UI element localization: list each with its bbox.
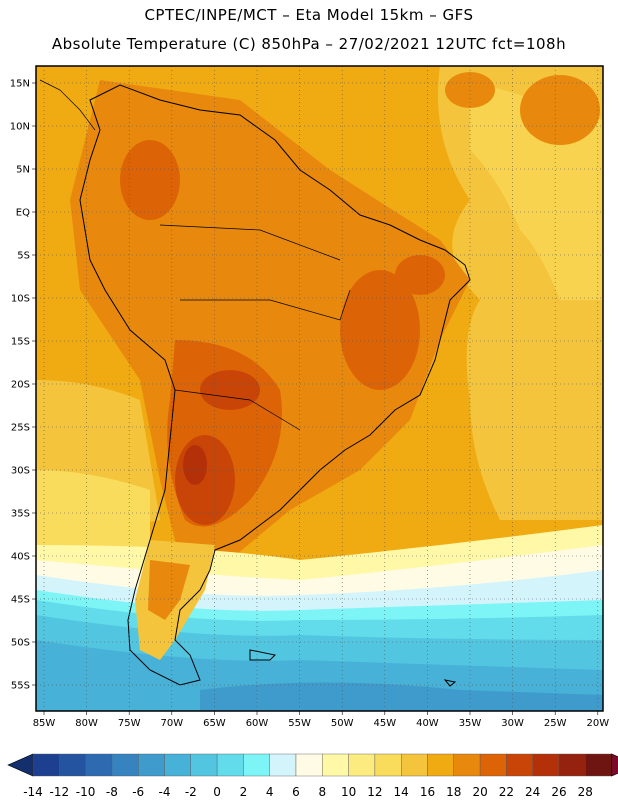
lat-label: 45S: [11, 595, 30, 606]
title-line-1: CPTEC/INPE/MCT – Eta Model 15km – GFS: [144, 6, 474, 24]
colorbar-label: 6: [292, 785, 300, 799]
lon-label: 35W: [459, 718, 482, 729]
colorbar-label: 22: [499, 785, 514, 799]
lon-label: 30W: [501, 718, 524, 729]
colorbar-swatch: [401, 753, 428, 777]
colorbar-label: 26: [551, 785, 566, 799]
colorbar-label: 28: [578, 785, 593, 799]
coastlines: [39, 79, 471, 687]
grid-lines: [32, 66, 603, 715]
colorbar-label: 16: [420, 785, 435, 799]
lon-label: 40W: [416, 718, 439, 729]
colorbar-label: 0: [213, 785, 221, 799]
lat-label: 10S: [11, 294, 30, 305]
colorbar-swatch: [348, 753, 376, 777]
lat-label: 20S: [11, 380, 30, 391]
colorbar: -14 -12 -10 -8 -6 -4 -2 0 2 4 6 8 10 12 14 16 18 20 22 24 26…: [7, 753, 618, 799]
lat-label: 50S: [11, 638, 30, 649]
colorbar-swatch: [269, 753, 297, 777]
colorbar-label: 8: [318, 785, 326, 799]
lon-label: 45W: [373, 718, 396, 729]
lat-label: EQ: [16, 208, 30, 219]
colorbar-swatch: [164, 753, 191, 777]
colorbar-swatch: [585, 753, 612, 777]
colorbar-swatch: [374, 753, 402, 777]
colorbar-low-arrow: [7, 753, 34, 777]
colorbar-label: -4: [159, 785, 171, 799]
colorbar-swatch: [190, 753, 218, 777]
colorbar-swatch: [59, 753, 86, 777]
colorbar-label: -2: [185, 785, 197, 799]
colorbar-label: 2: [240, 785, 248, 799]
colorbar-swatch: [479, 753, 507, 777]
lon-label: 20W: [586, 718, 609, 729]
lon-label: 70W: [160, 718, 183, 729]
title-line-2: Absolute Temperature (C) 850hPa – 27/02/…: [51, 35, 567, 53]
colorbar-swatch: [216, 753, 244, 777]
colorbar-label: -14: [23, 785, 43, 799]
lon-label: 65W: [203, 718, 226, 729]
colorbar-swatch: [243, 753, 270, 777]
colorbar-swatch: [322, 753, 349, 777]
colorbar-swatch: [506, 753, 533, 777]
colorbar-label: 4: [266, 785, 274, 799]
colorbar-high-arrow: [611, 753, 618, 777]
colorbar-swatch: [453, 753, 481, 777]
colorbar-swatch: [532, 753, 560, 777]
lat-label: 5S: [17, 251, 30, 262]
lon-label: 55W: [288, 718, 311, 729]
colorbar-label: 24: [525, 785, 540, 799]
lat-label: 40S: [11, 552, 30, 563]
lat-label: 5N: [16, 165, 30, 176]
lat-label: 15N: [10, 79, 30, 90]
lon-label: 50W: [331, 718, 354, 729]
colorbar-label: -10: [76, 785, 96, 799]
map-frame: [35, 65, 604, 712]
colorbar-swatch: [85, 753, 113, 777]
longitude-labels: 85W 80W 75W 70W 65W 60W 55W 50W 45W 40W 35W 30W 25W 2…: [33, 718, 610, 729]
lon-label: 80W: [75, 718, 98, 729]
colorbar-label: -6: [132, 785, 144, 799]
colorbar-label: -8: [106, 785, 118, 799]
colorbar-label: 14: [394, 785, 409, 799]
colorbar-swatch: [295, 753, 323, 777]
lat-label: 15S: [11, 337, 30, 348]
colorbar-swatch: [32, 753, 60, 777]
lon-label: 75W: [118, 718, 141, 729]
colorbar-swatch: [137, 753, 165, 777]
colorbar-swatch: [427, 753, 454, 777]
colorbar-swatch: [111, 753, 139, 777]
temperature-field: [36, 66, 603, 711]
colorbar-label: 18: [446, 785, 461, 799]
lon-label: 60W: [246, 718, 269, 729]
colorbar-label: -12: [49, 785, 69, 799]
lon-label: 85W: [33, 718, 56, 729]
lon-label: 25W: [544, 718, 567, 729]
colorbar-label: 12: [367, 785, 382, 799]
lat-label: 30S: [11, 466, 30, 477]
lat-label: 10N: [10, 122, 30, 133]
latitude-labels: 15N 10N 5N EQ 5S 10S 15S 20S 25S 30S 35S 40S 45S 50S 5…: [10, 79, 30, 692]
colorbar-label: 20: [472, 785, 487, 799]
lat-label: 55S: [11, 681, 30, 692]
lat-label: 35S: [11, 509, 30, 520]
lat-label: 25S: [11, 423, 30, 434]
colorbar-label: 10: [341, 785, 356, 799]
colorbar-swatch: [558, 753, 586, 777]
